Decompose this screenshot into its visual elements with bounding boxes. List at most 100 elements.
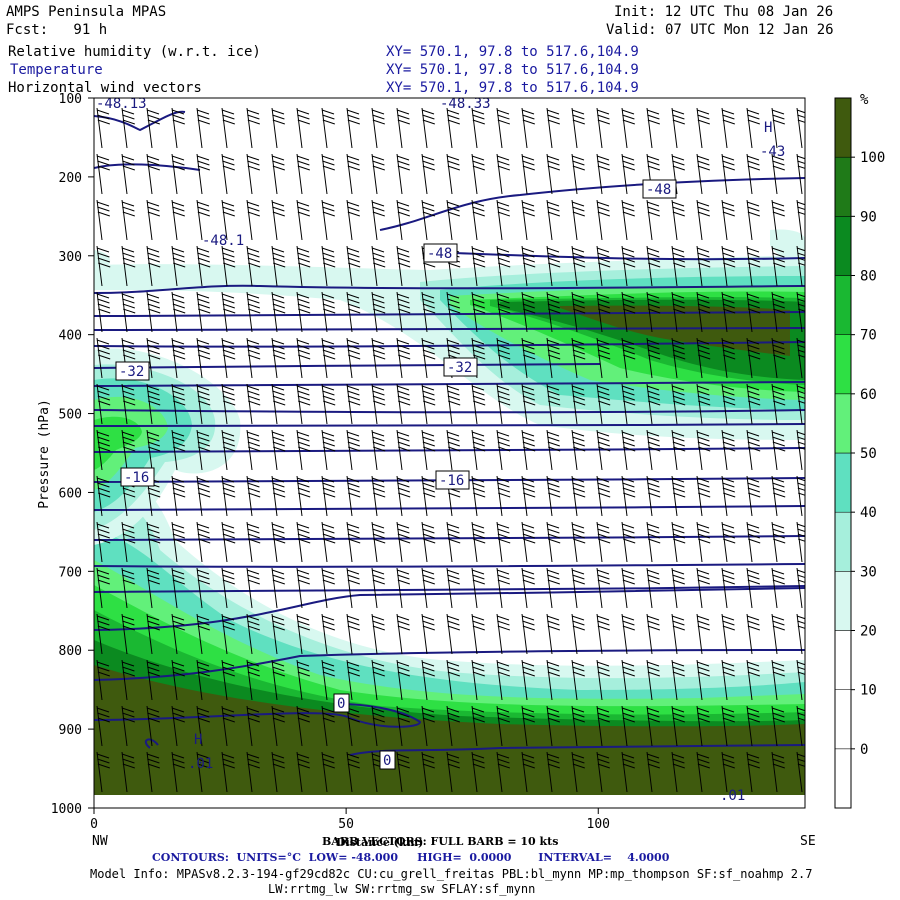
- colorbar-tick-label: 50: [860, 446, 877, 462]
- extremum-label: -48.13: [96, 96, 147, 112]
- contour-label: -48: [646, 182, 671, 198]
- wind-barb-column: [171, 107, 186, 793]
- wind-barb-column: [471, 107, 486, 793]
- wind-barb-column: [696, 107, 711, 793]
- extremum-label: -48.33: [440, 96, 491, 112]
- wind-barb-column: [346, 107, 361, 793]
- contour-label-box: [333, 693, 350, 713]
- extremum-label: .01: [188, 756, 213, 772]
- valid-time: Valid: 07 UTC Mon 12 Jan 26: [606, 22, 834, 38]
- contour-label: -16: [124, 470, 149, 486]
- wind-barb-column: [421, 107, 436, 793]
- wind-barb-column: [571, 107, 586, 793]
- barb-legend: BARB VECTORS: FULL BARB = 10 kts: [322, 835, 559, 848]
- temperature-contour-14: [94, 505, 805, 511]
- colorbar-band: [834, 334, 852, 395]
- y-axis-label: Pressure (hPa): [37, 399, 52, 509]
- colorbar-tick-label: 40: [860, 505, 877, 521]
- y-tick-label: 1000: [51, 802, 82, 817]
- y-tick-label: 600: [59, 486, 82, 501]
- field-xy-temperature: XY= 570.1, 97.8 to 517.6,104.9: [386, 62, 639, 78]
- wind-barb-column: [746, 107, 761, 793]
- contour-label-box: [379, 750, 396, 770]
- field-name-rh: Relative humidity (w.r.t. ice): [8, 44, 261, 60]
- wind-barb-column: [196, 107, 211, 793]
- wind-barb-column: [721, 107, 736, 793]
- contour-label-box: [120, 467, 155, 487]
- wind-barb-column: [671, 107, 686, 793]
- colorbar-band: [834, 630, 852, 690]
- colorbar-band: [834, 216, 852, 276]
- temperature-contour-1: [94, 163, 201, 171]
- wind-barb-column: [96, 107, 111, 793]
- colorbar-tick-label: 0: [860, 742, 868, 758]
- colorbar-band: [834, 97, 852, 158]
- colorbar-band: [834, 452, 852, 513]
- temperature-contour-16: [94, 563, 805, 568]
- temperature-contour-6: [94, 327, 805, 331]
- rh-band-top-right: [770, 229, 805, 262]
- field-name-temperature: Temperature: [10, 62, 103, 78]
- wind-barb-column: [496, 107, 511, 793]
- colorbar: % 0 10 20 30 40 50 60 70 80 90 100: [834, 92, 885, 809]
- model-physics: LW:rrtmg_lw SW:rrtmg_sw SFLAY:sf_mynn: [268, 882, 536, 896]
- colorbar-tick-label: 60: [860, 387, 877, 403]
- temperature-contour-18: [94, 587, 805, 631]
- temperature-contour-15: [94, 535, 805, 541]
- y-tick-label: 400: [59, 329, 82, 344]
- forecast-hour: Fcst: 91 h: [6, 22, 108, 38]
- wind-barb-column: [646, 107, 661, 793]
- y-tick-label: 700: [59, 565, 82, 580]
- wind-barb-column: [296, 107, 311, 793]
- wind-barb-column: [796, 107, 805, 793]
- colorbar-band: [834, 275, 852, 335]
- wind-barb-column: [146, 107, 161, 793]
- wind-barb-column: [621, 107, 636, 793]
- wind-barb-column: [221, 107, 236, 793]
- x-tick-label: 100: [587, 817, 610, 832]
- temperature-contour-4: [94, 284, 805, 294]
- extremum-label: H: [194, 732, 202, 748]
- rh-band-left-4: [94, 416, 142, 470]
- x-tick-label: 50: [338, 817, 354, 832]
- colorbar-unit: %: [860, 92, 869, 108]
- x-axis-label: Distance (km): [336, 836, 424, 849]
- wind-barb-column: [321, 107, 336, 793]
- contour-label: 0: [337, 696, 345, 712]
- colorbar-tick-label: 70: [860, 328, 877, 344]
- wind-barb-column: [546, 107, 561, 793]
- extremum-label: H: [764, 120, 772, 136]
- colorbar-tick-label: 80: [860, 269, 877, 285]
- temperature-contour-19: [94, 649, 805, 681]
- wind-barb-column: [596, 107, 611, 793]
- contour-label-box: [443, 357, 478, 377]
- wind-barb-column: [771, 107, 786, 793]
- contour-label-box: [642, 179, 677, 199]
- ground-below: [94, 795, 805, 808]
- wind-barb-column: [371, 107, 386, 793]
- wind-barb-column: [446, 107, 461, 793]
- y-tick-label: 300: [59, 250, 82, 265]
- colorbar-band: [834, 571, 852, 631]
- colorbar-band: [834, 748, 852, 809]
- contour-label: -32: [119, 364, 144, 380]
- y-tick-label: 200: [59, 171, 82, 186]
- temperature-contour-21: [144, 738, 159, 749]
- colorbar-tick-label: 30: [860, 564, 877, 580]
- extremum-label: -48.1: [202, 233, 244, 249]
- x-end-label-left: NW: [92, 834, 108, 849]
- colorbar-tick-label: 90: [860, 209, 877, 225]
- y-tick-label: 900: [59, 723, 82, 738]
- contour-label-box: [115, 361, 150, 381]
- x-tick-label: 0: [90, 817, 98, 832]
- y-tick-label: 800: [59, 644, 82, 659]
- temperature-contour-0: [94, 110, 186, 132]
- field-xy-rh: XY= 570.1, 97.8 to 517.6,104.9: [386, 44, 639, 60]
- field-name-wind: Horizontal wind vectors: [8, 80, 202, 96]
- contour-info: CONTOURS: UNITS=°C LOW= -48.000 HIGH= 0.…: [152, 851, 670, 864]
- y-tick-label: 500: [59, 408, 82, 423]
- field-xy-wind: XY= 570.1, 97.8 to 517.6,104.9: [386, 80, 639, 96]
- colorbar-band: [834, 393, 852, 454]
- wind-barb-column: [396, 107, 411, 793]
